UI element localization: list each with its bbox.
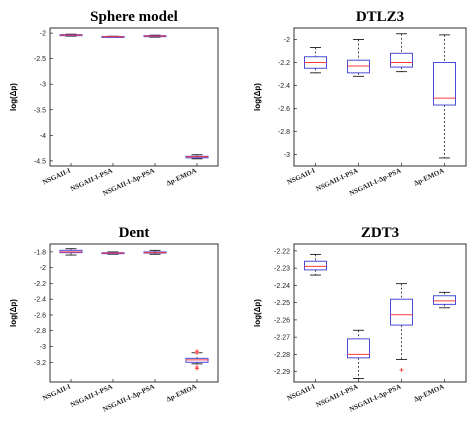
- chart-panel-2: DTLZ3 -2 -2.2 -2.4 -2.6 -2.8 -3 log(Δp) NSGAII-I…: [253, 9, 467, 198]
- plot-frame: [293, 243, 467, 383]
- y-tick-label: -2.26: [274, 317, 290, 324]
- box-iqr: [433, 62, 456, 106]
- y-tick-label: -3.5: [34, 107, 46, 114]
- y-tick-label: -2: [40, 31, 46, 38]
- box-1: [304, 47, 327, 74]
- box-3: [143, 34, 167, 38]
- box-1: [59, 33, 83, 37]
- y-tick-label: -3: [40, 344, 46, 351]
- outlier-point: [195, 350, 199, 355]
- y-tick-label: -2.4: [34, 297, 46, 304]
- y-tick-label: -2.28: [274, 352, 290, 359]
- y-tick-label: -3.2: [34, 360, 46, 367]
- box-1: [59, 248, 83, 256]
- y-tick-label: -2.4: [278, 83, 290, 90]
- chart-title: ZDT3: [361, 225, 399, 241]
- outlier-point: [195, 366, 199, 371]
- y-tick-label: -2.6: [278, 106, 290, 113]
- chart-title: DTLZ3: [356, 9, 404, 25]
- box-2: [101, 251, 125, 255]
- box-4: [185, 349, 209, 371]
- y-tick-label: -2.8: [278, 129, 290, 136]
- box-iqr: [433, 295, 456, 305]
- plot-frame: [293, 27, 467, 167]
- box-4: [433, 291, 456, 309]
- x-category-label: Δp-EMOA: [165, 167, 198, 188]
- x-category-label: Δp-EMOA: [165, 383, 198, 404]
- box-3: [390, 283, 413, 372]
- y-axis-label: log(Δp): [253, 299, 262, 327]
- box-3: [390, 33, 413, 73]
- chart-panel-1: Sphere model -2 -2.5 -3 -3.5 -4 -4.5 log(Δp) NSG…: [9, 9, 219, 198]
- box-1: [304, 253, 327, 276]
- y-tick-label: -2.25: [274, 300, 290, 307]
- outlier-point: [399, 367, 404, 372]
- y-tick-label: -2.2: [34, 281, 46, 288]
- box-2: [347, 39, 370, 77]
- y-tick-label: -2.24: [274, 283, 290, 290]
- y-tick-label: -2.5: [34, 56, 46, 63]
- y-tick-label: -3: [40, 82, 46, 89]
- x-category-label: Δp-EMOA: [413, 167, 446, 188]
- plot-frame: [49, 243, 219, 383]
- y-tick-label: -4: [40, 133, 46, 140]
- chart-panel-3: Dent -1.8 -2 -2.2 -2.4 -2.6 -2.8 -3 -3.2 log(Δp) N…: [9, 225, 219, 414]
- y-tick-label: -4.5: [34, 158, 46, 165]
- x-category-label: NSGAII-I: [41, 382, 72, 402]
- chart-title: Dent: [119, 225, 150, 241]
- y-axis-label: log(Δp): [253, 83, 262, 111]
- y-tick-label: -1.8: [34, 249, 46, 256]
- x-category-label: NSGAII-I: [286, 382, 317, 402]
- box-4: [433, 34, 456, 159]
- y-tick-label: -2.8: [34, 328, 46, 335]
- chart-panel-4: ZDT3 -2.22 -2.23 -2.24 -2.25 -2.26 -2.27 -2.28 -…: [253, 225, 467, 414]
- y-axis-label: log(Δp): [9, 83, 18, 111]
- x-category-label: NSGAII-I: [286, 166, 317, 186]
- y-tick-label: -3: [284, 152, 290, 159]
- y-tick-label: -2: [284, 37, 290, 44]
- y-tick-label: -2.29: [274, 369, 290, 376]
- box-4: [185, 154, 209, 160]
- y-tick-label: -2: [40, 265, 46, 272]
- plot-frame: [49, 27, 219, 167]
- box-2: [101, 35, 125, 38]
- x-category-label: Δp-EMOA: [413, 383, 446, 404]
- y-tick-label: -2.23: [274, 266, 290, 273]
- box-iqr: [347, 338, 370, 359]
- y-tick-label: -2.2: [278, 60, 290, 67]
- box-iqr: [390, 298, 413, 326]
- box-iqr: [390, 52, 413, 68]
- y-tick-label: -2.22: [274, 248, 290, 255]
- x-category-label: NSGAII-I: [41, 166, 72, 186]
- box-2: [347, 329, 370, 379]
- box-iqr: [304, 260, 327, 271]
- chart-title: Sphere model: [90, 9, 178, 25]
- y-tick-label: -2.27: [274, 335, 290, 342]
- box-iqr: [347, 59, 370, 74]
- y-tick-label: -2.6: [34, 312, 46, 319]
- box-3: [143, 249, 167, 255]
- y-axis-label: log(Δp): [9, 299, 18, 327]
